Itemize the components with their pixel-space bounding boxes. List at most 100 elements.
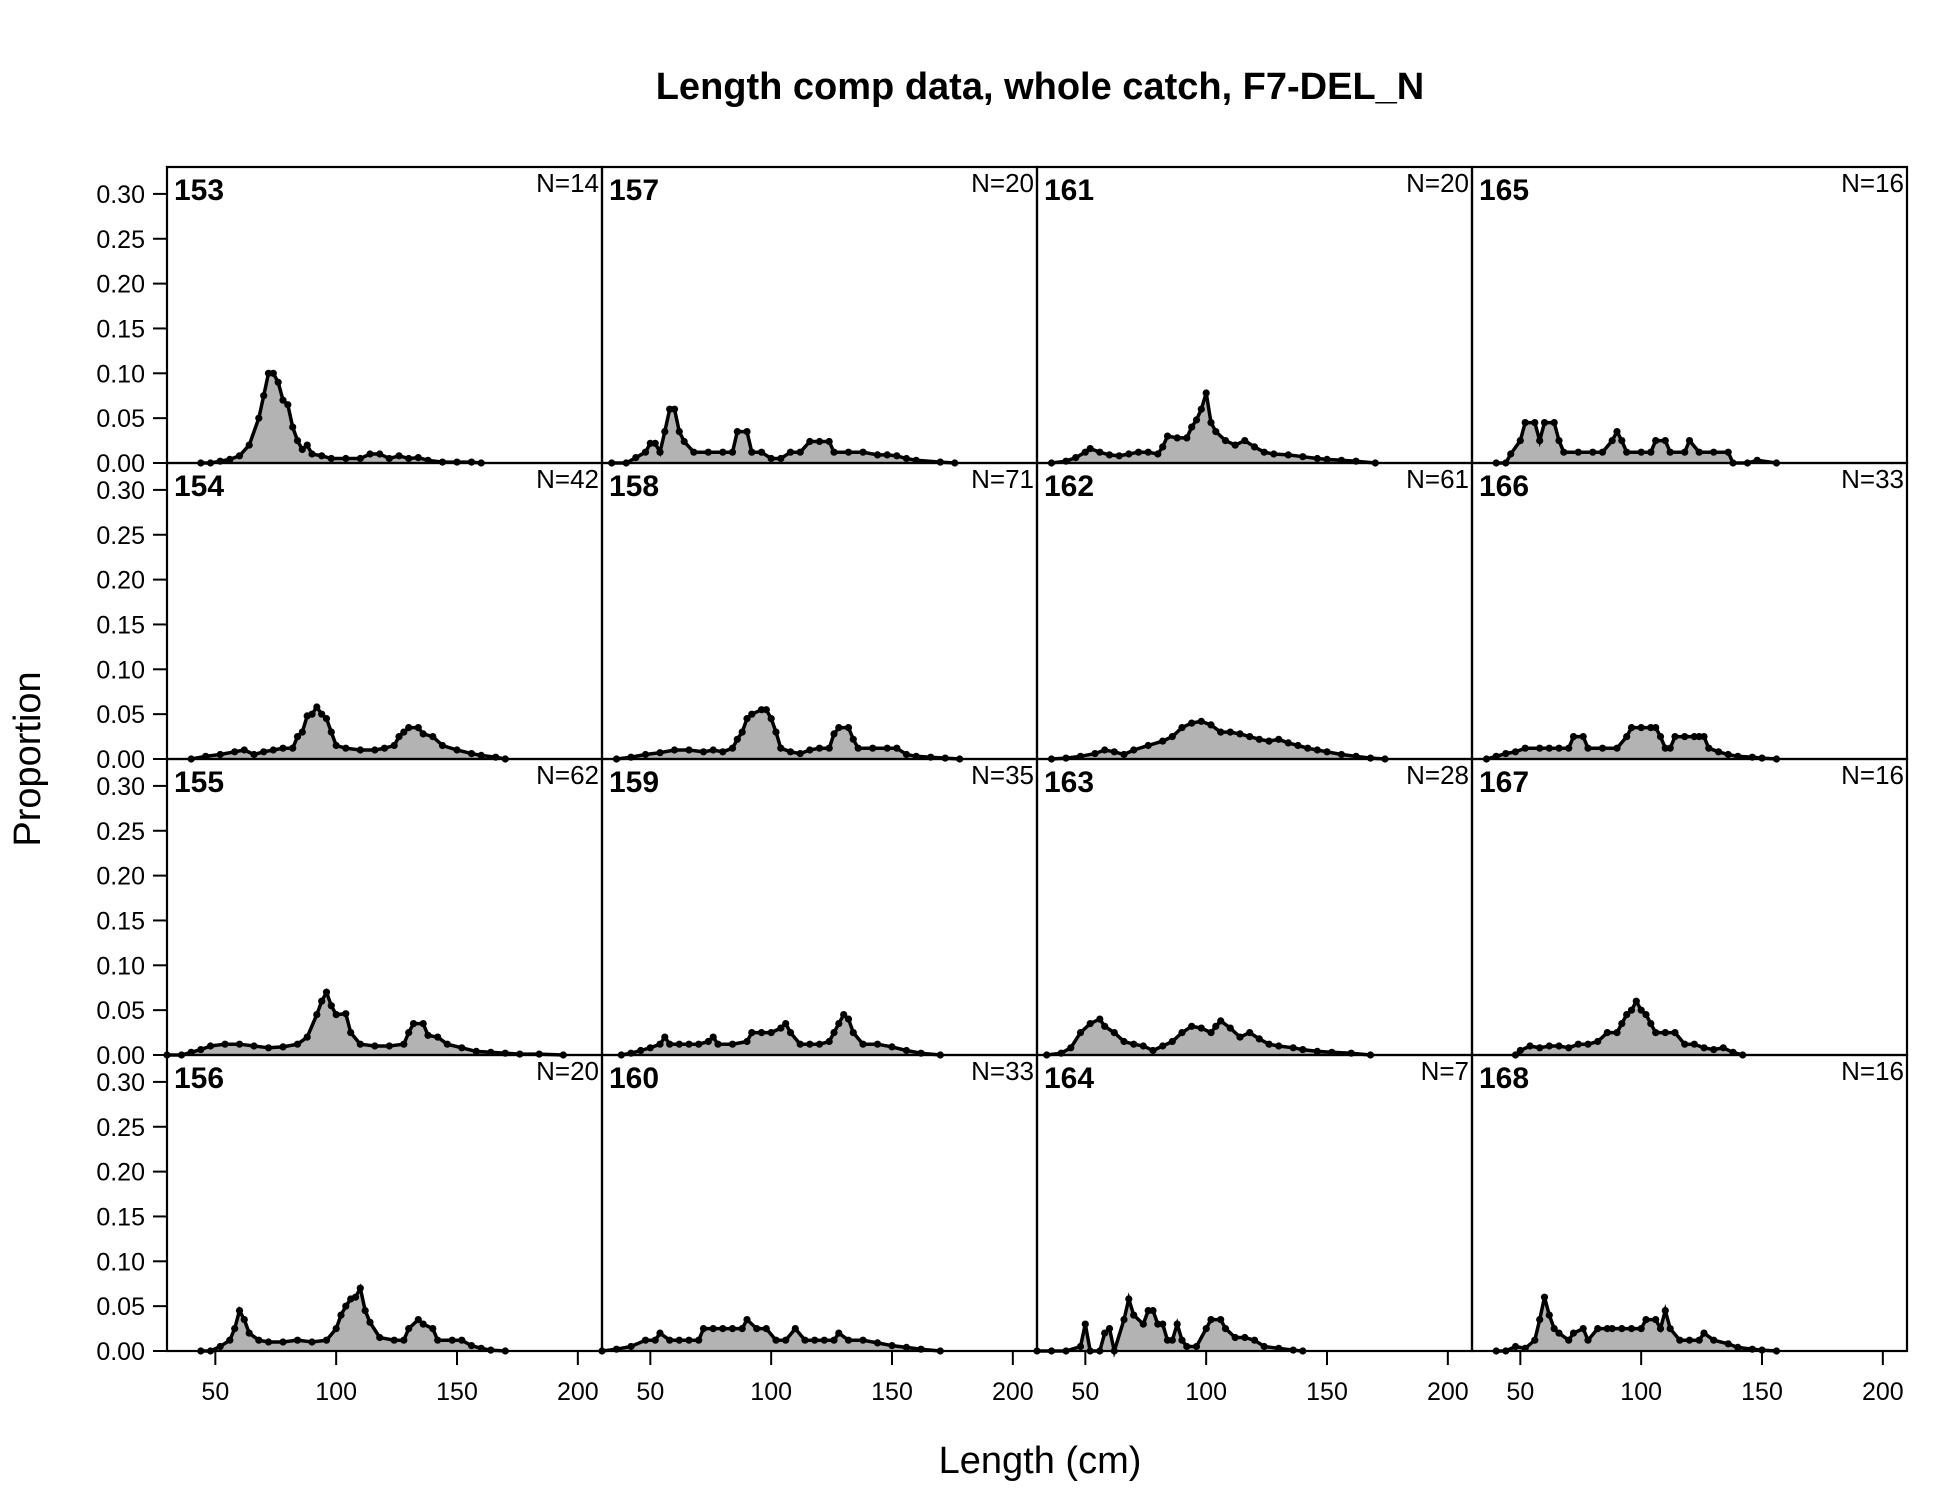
data-point	[1183, 1342, 1191, 1351]
data-point	[1212, 1022, 1220, 1030]
data-point	[849, 735, 857, 743]
data-point	[1105, 1325, 1114, 1333]
data-point	[1076, 1342, 1085, 1351]
data-point	[1584, 744, 1592, 752]
data-point	[1275, 1042, 1283, 1050]
data-point	[1173, 434, 1181, 442]
data-point	[859, 1040, 867, 1048]
data-point	[1521, 744, 1529, 752]
x-tick-label: 50	[1071, 1378, 1099, 1406]
x-tick-label: 50	[1506, 1378, 1534, 1406]
y-tick-label: 0.20	[96, 863, 145, 891]
panel-n-label: N=35	[971, 760, 1034, 790]
data-point	[1221, 1325, 1230, 1333]
data-point	[1120, 750, 1128, 759]
panel-area-fill	[1515, 1001, 1743, 1055]
data-point	[873, 451, 882, 459]
data-point	[1608, 1325, 1616, 1333]
data-point	[1241, 1333, 1249, 1342]
panel-frame	[1470, 461, 1909, 761]
data-point	[289, 744, 297, 752]
data-point	[1255, 1035, 1263, 1043]
data-point	[1154, 450, 1162, 458]
data-point	[1313, 454, 1321, 463]
data-point	[1260, 1342, 1268, 1351]
data-point	[1265, 737, 1273, 745]
panel-n-label: N=20	[536, 1056, 599, 1086]
data-point	[395, 733, 403, 741]
panel-153: 153 N=14 0.00 0.05 0.10 0.15 0.20 0.25 0.30	[96, 165, 604, 478]
data-point	[1569, 1329, 1578, 1337]
data-point	[709, 746, 717, 754]
x-tick-label: 100	[315, 1378, 357, 1406]
data-point	[414, 454, 422, 462]
x-tick-label: 50	[636, 1378, 664, 1406]
data-point	[1178, 724, 1186, 732]
data-point	[777, 744, 785, 752]
data-point	[245, 441, 253, 449]
data-point	[322, 1336, 331, 1344]
data-point	[1304, 744, 1312, 752]
panel-label: 156	[174, 1062, 224, 1095]
data-point	[902, 750, 911, 759]
panel-162: 162 N=61	[1035, 461, 1474, 763]
y-tick-label: 0.30	[96, 773, 145, 801]
data-point	[1637, 724, 1645, 732]
data-point	[1130, 1311, 1138, 1319]
panel-168: 168 N=16 50 100 150 200	[1470, 1053, 1909, 1406]
panel-series-line	[1486, 725, 1777, 761]
panel-label: 159	[609, 766, 659, 799]
data-point	[786, 448, 795, 456]
panel-159: 159 N=35	[600, 757, 1039, 1059]
data-point	[318, 710, 326, 718]
data-point	[1072, 454, 1080, 462]
data-point	[250, 1042, 258, 1050]
data-point	[728, 1040, 737, 1048]
data-point	[1149, 1046, 1157, 1055]
data-point	[279, 744, 287, 752]
data-point	[1192, 416, 1201, 424]
data-point	[1217, 1017, 1225, 1025]
y-tick-label: 0.05	[96, 701, 145, 729]
data-point	[893, 452, 901, 460]
data-point	[356, 1284, 364, 1292]
data-point	[240, 746, 248, 754]
panel-label: 160	[609, 1062, 659, 1095]
panel-n-label: N=28	[1406, 760, 1469, 790]
data-point	[1226, 728, 1234, 736]
x-tick-label: 200	[1427, 1378, 1469, 1406]
data-point	[376, 450, 384, 458]
data-point	[902, 1343, 911, 1351]
data-point	[791, 1325, 799, 1333]
y-tick-label: 0.20	[96, 271, 145, 299]
data-point	[835, 1329, 843, 1337]
data-point	[327, 454, 335, 463]
panel-frame	[165, 165, 604, 465]
data-point	[825, 437, 833, 446]
data-point	[327, 1002, 335, 1010]
y-tick-label: 0.05	[96, 405, 145, 433]
y-tick-label: 0.15	[96, 907, 145, 935]
data-point	[467, 750, 476, 758]
data-point	[1265, 1040, 1273, 1048]
data-point	[1545, 744, 1553, 752]
panel-frame	[1035, 757, 1474, 1057]
data-point	[1594, 1325, 1602, 1333]
x-tick-label: 150	[1306, 1378, 1348, 1406]
data-point	[830, 448, 838, 456]
data-point	[641, 750, 650, 759]
y-tick-label: 0.30	[96, 1069, 145, 1097]
data-point	[1579, 1325, 1587, 1333]
data-point	[434, 1336, 442, 1344]
data-point	[414, 724, 422, 732]
data-point	[206, 1042, 215, 1050]
data-point	[1656, 1325, 1665, 1333]
data-point	[1101, 1329, 1109, 1337]
y-tick-label: 0.15	[96, 315, 145, 343]
data-point	[1618, 1020, 1626, 1028]
data-point	[231, 1325, 239, 1333]
data-point	[728, 744, 737, 752]
data-point	[405, 1325, 413, 1333]
data-point	[1139, 1042, 1147, 1050]
